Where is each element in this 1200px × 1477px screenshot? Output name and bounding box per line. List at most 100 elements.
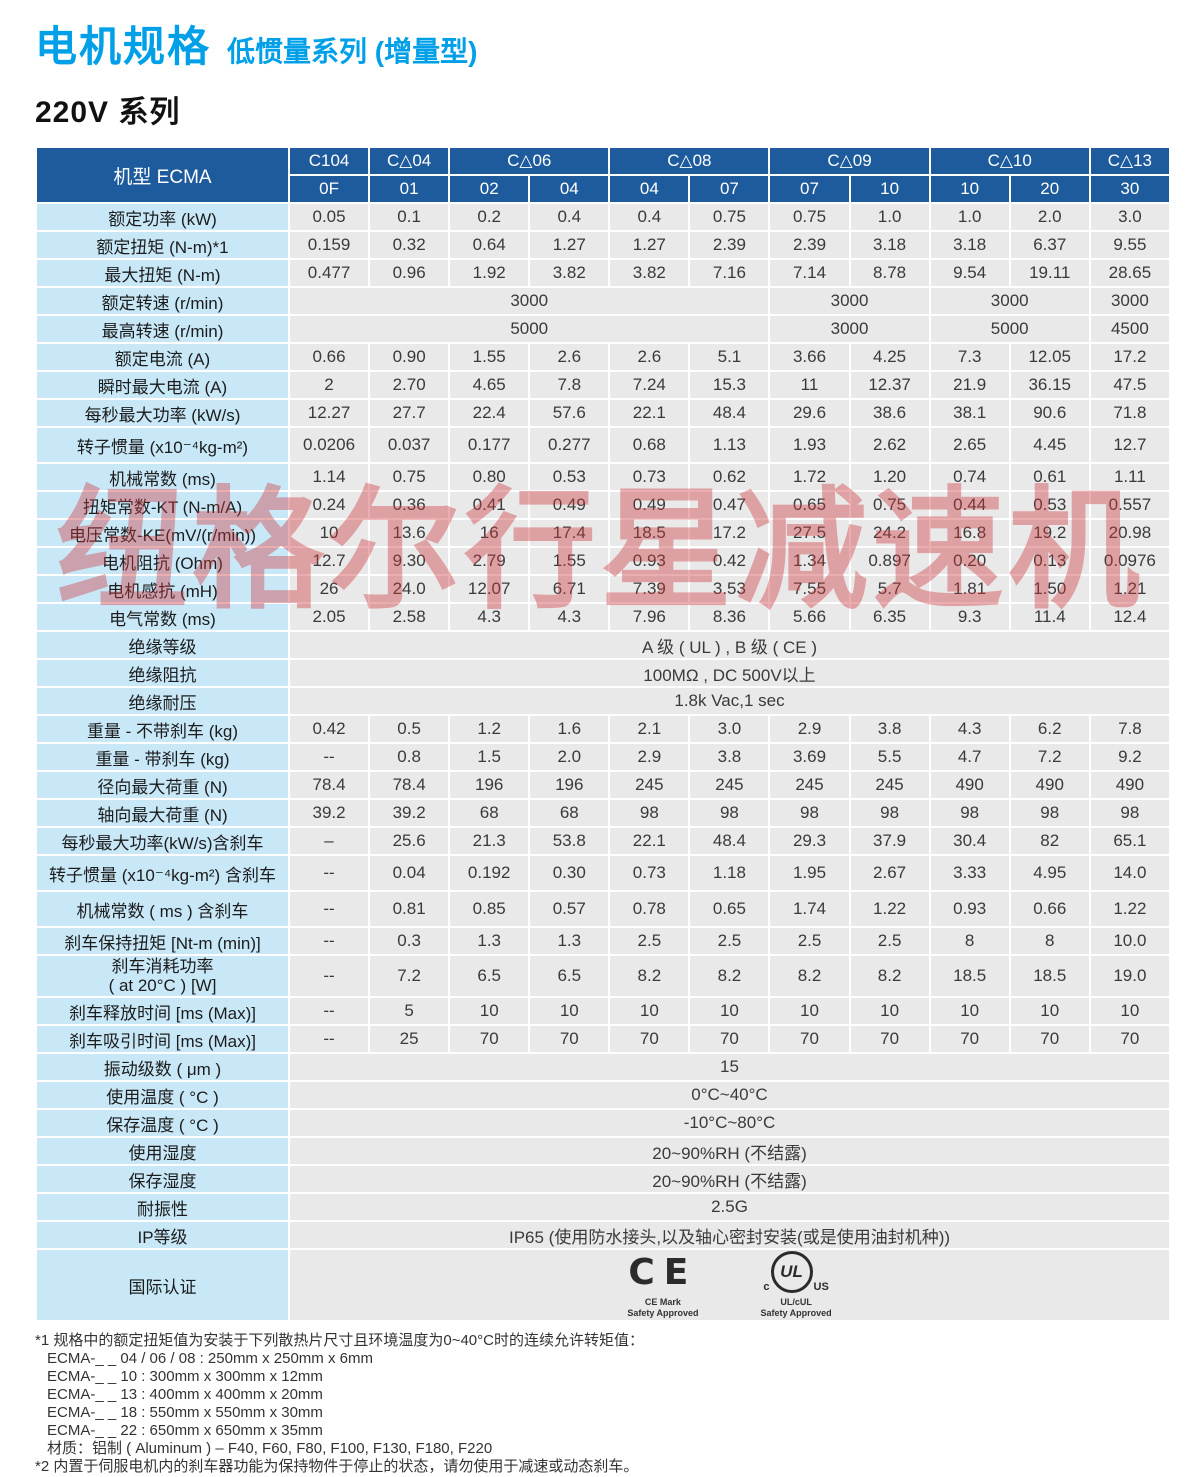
column-subheader: 01 bbox=[368, 174, 451, 204]
spec-value-cell: 3.18 bbox=[928, 230, 1011, 260]
spec-value-cell: 2.65 bbox=[928, 426, 1011, 464]
table-row: 机械常数 (ms) 1.14 0.75 0.80 0.53 0.73 0.62 1.72 1.2… bbox=[35, 462, 1172, 492]
spec-value-cell: 12.7 bbox=[1088, 426, 1172, 464]
spec-value-cell: 0.85 bbox=[448, 890, 531, 928]
spec-value-cell: 98 bbox=[1088, 798, 1172, 828]
table-row: IP等级 IP65 (使用防水接头,以及轴心密封安装(或是使用油封机种)) bbox=[35, 1220, 1171, 1250]
spec-value-cell: 8.36 bbox=[688, 602, 771, 632]
spec-value-cell: 0.32 bbox=[368, 230, 451, 260]
spec-value-cell: 9.30 bbox=[368, 546, 451, 576]
row-label: 振动级数 ( μm ) bbox=[35, 1052, 290, 1082]
spec-value-cell: 7.39 bbox=[608, 574, 691, 604]
spec-span-cell: 3000 bbox=[928, 286, 1091, 316]
spec-value-cell: 8 bbox=[928, 926, 1011, 956]
spec-span-cell: 5000 bbox=[928, 314, 1091, 344]
spec-value-cell: 27.7 bbox=[368, 398, 451, 428]
row-label: 重量 - 带刹车 (kg) bbox=[35, 742, 290, 772]
spec-value-cell: -- bbox=[287, 742, 371, 772]
spec-value-cell: 490 bbox=[928, 770, 1011, 800]
certification-marks: CE CE Mark Safety Approved c UL US UL/cUL Safet… bbox=[292, 1251, 1167, 1319]
row-label: 刹车吸引时间 [ms (Max)] bbox=[35, 1024, 290, 1054]
spec-value-cell: 8.2 bbox=[608, 954, 691, 998]
table-row: 保存湿度 20~90%RH (不结露) bbox=[35, 1164, 1171, 1194]
spec-value-cell: 7.14 bbox=[768, 258, 851, 288]
spec-value-cell: 5.7 bbox=[848, 574, 931, 604]
spec-value-cell: 12.4 bbox=[1088, 602, 1172, 632]
spec-value-cell: 10 bbox=[528, 996, 611, 1026]
spec-value-cell: 17.2 bbox=[1088, 342, 1172, 372]
spec-value-cell: 10 bbox=[287, 518, 371, 548]
spec-table-body: 额定功率 (kW) 0.05 0.1 0.2 0.4 0.4 0.75 0.75 1.0 1.0 2… bbox=[35, 202, 1172, 1322]
spec-value-cell: 24.2 bbox=[848, 518, 931, 548]
spec-value-cell: 3.0 bbox=[1088, 202, 1172, 232]
row-label: 每秒最大功率 (kW/s) bbox=[35, 398, 290, 428]
table-row: 绝缘阻抗 100MΩ , DC 500V以上 bbox=[35, 658, 1171, 688]
spec-span-cell: 3000 bbox=[1088, 286, 1172, 316]
spec-value-cell: 70 bbox=[688, 1024, 771, 1054]
column-subheader: 07 bbox=[688, 174, 771, 204]
spec-table: 机型 ECMA C104 C△04 C△06 C△08 C△09 C△10 C△13 0F 01 0… bbox=[35, 146, 1172, 1322]
row-label: IP等级 bbox=[35, 1220, 290, 1250]
spec-value-cell: 0.477 bbox=[287, 258, 371, 288]
ul-caption-line1: UL/cUL bbox=[780, 1297, 812, 1307]
row-label-line: ( at 20°C ) [W] bbox=[108, 976, 217, 995]
table-row: 绝缘耐压 1.8k Vac,1 sec bbox=[35, 686, 1171, 716]
spec-value-cell: 0.73 bbox=[608, 462, 691, 492]
spec-value-cell: 0.30 bbox=[528, 854, 611, 892]
column-group-header: C△04 bbox=[368, 146, 451, 176]
spec-value-cell: 7.8 bbox=[1088, 714, 1172, 744]
spec-span-cell: 5000 bbox=[287, 314, 771, 344]
spec-value-cell: 98 bbox=[848, 798, 931, 828]
ce-mark: CE CE Mark Safety Approved bbox=[627, 1251, 698, 1319]
spec-value-cell: 1.27 bbox=[528, 230, 611, 260]
spec-value-cell: 10.0 bbox=[1088, 926, 1172, 956]
ul-mark: c UL US UL/cUL Safety Approved bbox=[761, 1251, 832, 1319]
footnote-line: ECMA-_ _ 04 / 06 / 08 : 250mm x 250mm x … bbox=[47, 1350, 373, 1367]
spec-value-cell: 0.65 bbox=[768, 490, 851, 520]
spec-value-cell: 12.7 bbox=[287, 546, 371, 576]
ce-mark-icon: CE bbox=[628, 1251, 698, 1293]
spec-value-cell: 25.6 bbox=[368, 826, 451, 856]
column-group-header: C△06 bbox=[448, 146, 611, 176]
table-row: 使用温度 ( °C ) 0°C~40°C bbox=[35, 1080, 1171, 1110]
spec-value-cell: 70 bbox=[448, 1024, 531, 1054]
footnote-line: 材质：铝制 ( Aluminum ) – F40, F60, F80, F100… bbox=[47, 1440, 493, 1457]
spec-value-cell: 0.73 bbox=[608, 854, 691, 892]
spec-value-cell: 3.69 bbox=[768, 742, 851, 772]
spec-value-cell: 4.95 bbox=[1008, 854, 1091, 892]
spec-value-cell: 18.5 bbox=[928, 954, 1011, 998]
table-row: 电压常数-KE(mV/(r/min)) 10 13.6 16 17.4 18.5 17.2 2… bbox=[35, 518, 1172, 548]
table-row: 绝缘等级 A 级 ( UL ) , B 级 ( CE ) bbox=[35, 630, 1171, 660]
spec-value-cell: 1.22 bbox=[1088, 890, 1172, 928]
spec-value-cell: 2.05 bbox=[287, 602, 371, 632]
spec-value-cell: 0.159 bbox=[287, 230, 371, 260]
spec-value-cell: 26 bbox=[287, 574, 371, 604]
spec-value-cell: 196 bbox=[528, 770, 611, 800]
spec-value-cell: 9.54 bbox=[928, 258, 1011, 288]
spec-value-cell: 0.65 bbox=[688, 890, 771, 928]
spec-value-cell: 1.18 bbox=[688, 854, 771, 892]
row-label: 额定扭矩 (N-m)*1 bbox=[35, 230, 290, 260]
spec-value-cell: 12.07 bbox=[448, 574, 531, 604]
row-label: 电机感抗 (mH) bbox=[35, 574, 290, 604]
spec-span-cell: 4500 bbox=[1088, 314, 1172, 344]
table-row: 保存温度 ( °C ) -10°C~80°C bbox=[35, 1108, 1171, 1138]
spec-value-cell: -- bbox=[287, 1024, 371, 1054]
spec-value-cell: 0.0976 bbox=[1088, 546, 1172, 576]
spec-value-cell: 3.82 bbox=[528, 258, 611, 288]
spec-value-cell: 2.0 bbox=[528, 742, 611, 772]
column-subheader: 07 bbox=[768, 174, 851, 204]
spec-value-cell: 2.6 bbox=[528, 342, 611, 372]
ul-circle: UL bbox=[770, 1251, 813, 1293]
spec-value-cell: 0.96 bbox=[368, 258, 451, 288]
spec-value-cell: 1.3 bbox=[528, 926, 611, 956]
footnotes: *1 规格中的额定扭矩值为安装于下列散热片尺寸且环境温度为0~40°C时的连续允… bbox=[35, 1332, 1171, 1476]
spec-value-cell: 39.2 bbox=[287, 798, 371, 828]
spec-span-cell: 1.8k Vac,1 sec bbox=[288, 686, 1171, 716]
spec-value-cell: 4.7 bbox=[928, 742, 1011, 772]
spec-value-cell: 0.66 bbox=[1008, 890, 1091, 928]
spec-value-cell: 4.3 bbox=[928, 714, 1011, 744]
spec-value-cell: 1.92 bbox=[448, 258, 531, 288]
spec-value-cell: 98 bbox=[688, 798, 771, 828]
